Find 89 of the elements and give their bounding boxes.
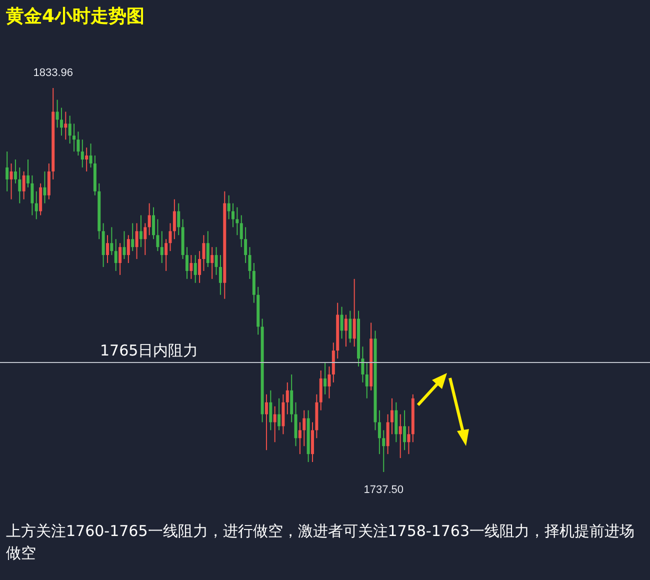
candlestick	[390, 398, 394, 435]
candlestick	[76, 131, 80, 156]
text: 上方关注1760-1765一线阻力，进行做空，激进者可关注1758-1763一线阻力，择机提前进场做空	[6, 521, 636, 564]
candlestick	[131, 222, 134, 252]
candlestick	[26, 158, 30, 188]
candlestick	[348, 310, 352, 344]
candlestick	[244, 226, 248, 264]
candlestick	[324, 362, 327, 395]
candlestick	[286, 382, 289, 415]
candlestick	[290, 374, 294, 423]
annotation: 1737.50	[364, 484, 404, 496]
candlestick	[118, 242, 122, 276]
candlestick	[210, 246, 214, 280]
candlestick	[298, 422, 302, 455]
candlestick	[282, 394, 285, 435]
candlestick	[382, 430, 386, 472]
candlestick	[190, 254, 193, 280]
candlestick	[403, 410, 406, 451]
candlestick	[352, 278, 356, 348]
candlestick	[64, 111, 68, 140]
candlestick	[278, 398, 281, 431]
candlestick	[194, 254, 197, 284]
candlestick	[386, 414, 390, 455]
candlestick	[152, 206, 156, 240]
candlestick	[206, 230, 210, 268]
candlestick	[164, 238, 168, 272]
candlestick	[139, 214, 142, 248]
candlestick	[80, 139, 84, 168]
candlestick	[294, 402, 298, 447]
candlestick	[302, 410, 306, 447]
candlestick	[214, 246, 218, 276]
candlestick	[227, 194, 230, 220]
candlestick	[22, 170, 26, 200]
candlestick	[185, 246, 188, 280]
candlestick	[328, 366, 331, 399]
candlestick	[236, 206, 239, 236]
candlestick	[168, 222, 172, 252]
candlestick	[102, 222, 105, 268]
candlestick	[148, 202, 151, 236]
candlestick	[34, 190, 38, 220]
candlestick	[72, 123, 76, 152]
annotation: 1833.96	[33, 67, 73, 79]
candlestick	[177, 202, 180, 236]
candlestick	[39, 182, 42, 216]
candlestick	[43, 170, 46, 204]
candlestick	[60, 107, 63, 136]
candlestick	[85, 147, 88, 172]
candlestick	[135, 222, 138, 260]
candlestick	[156, 218, 160, 252]
candlestick	[273, 406, 276, 443]
candlestick	[202, 234, 206, 272]
candlestick	[340, 306, 344, 340]
candlestick	[14, 158, 17, 184]
candlestick	[240, 214, 243, 248]
candlestick	[89, 143, 92, 168]
candlestick	[269, 390, 272, 431]
candlestick	[332, 342, 335, 383]
candlestick	[122, 230, 126, 260]
candlestick	[248, 246, 252, 280]
candlestick	[114, 238, 118, 272]
candlestick	[110, 226, 114, 256]
candlestick	[232, 202, 235, 228]
candlestick	[126, 234, 130, 264]
candlestick	[47, 162, 50, 200]
candlestick	[361, 346, 364, 383]
candlestick	[394, 402, 398, 443]
candlestick	[311, 422, 314, 463]
candlestick	[344, 314, 348, 348]
candlestick	[30, 174, 34, 216]
candlestick	[218, 254, 222, 296]
candlestick	[56, 99, 59, 128]
candlestick	[106, 234, 109, 264]
chart-title: 黄金4小时走势图	[6, 5, 145, 28]
candlestick	[10, 162, 13, 200]
candlestick	[365, 362, 368, 399]
candlestick	[378, 410, 381, 455]
candlestick	[172, 198, 176, 240]
ref-line-label: 1765日内阻力	[100, 342, 198, 360]
candlestick	[252, 262, 256, 304]
candlestick	[18, 166, 22, 204]
candlestick	[144, 222, 147, 256]
candlestick	[68, 115, 72, 144]
candlestick	[319, 370, 322, 411]
candlestick	[398, 414, 402, 459]
candlestick	[160, 230, 164, 264]
candlestick	[6, 151, 9, 192]
candlestick	[264, 394, 268, 451]
candlestick	[407, 426, 410, 455]
candlestick	[198, 250, 202, 284]
